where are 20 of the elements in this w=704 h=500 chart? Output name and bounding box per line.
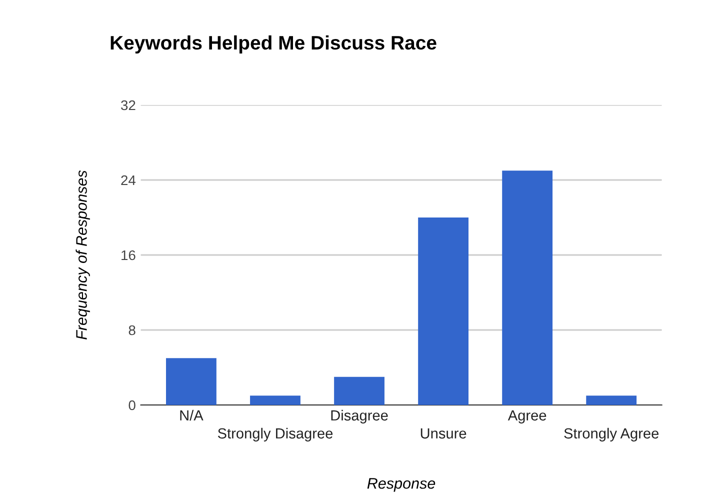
- y-tick-label: 16: [122, 250, 136, 260]
- x-tick-label: Strongly Agree: [564, 428, 659, 442]
- bar: [586, 396, 637, 405]
- x-tick-label: N/A: [180, 410, 204, 421]
- y-tick-label: 24: [121, 175, 136, 186]
- x-axis-title: Response: [367, 478, 436, 492]
- chart-title: Keywords Helped Me Discuss Race: [110, 35, 436, 54]
- bar: [502, 170, 553, 405]
- bar: [250, 396, 300, 405]
- y-tick-label: 8: [128, 325, 136, 336]
- y-axis-title: Frequency of Responses: [76, 170, 90, 340]
- y-tick-label: 0: [128, 400, 136, 410]
- bar: [334, 376, 384, 405]
- x-tick-label: Agree: [508, 410, 546, 424]
- y-tick-label: 32: [121, 100, 136, 110]
- bar: [418, 218, 468, 405]
- x-tick-label: Unsure: [420, 428, 466, 439]
- x-tick-label: Strongly Disagree: [218, 428, 333, 442]
- x-tick-label: Disagree: [331, 410, 388, 424]
- bar: [166, 358, 216, 405]
